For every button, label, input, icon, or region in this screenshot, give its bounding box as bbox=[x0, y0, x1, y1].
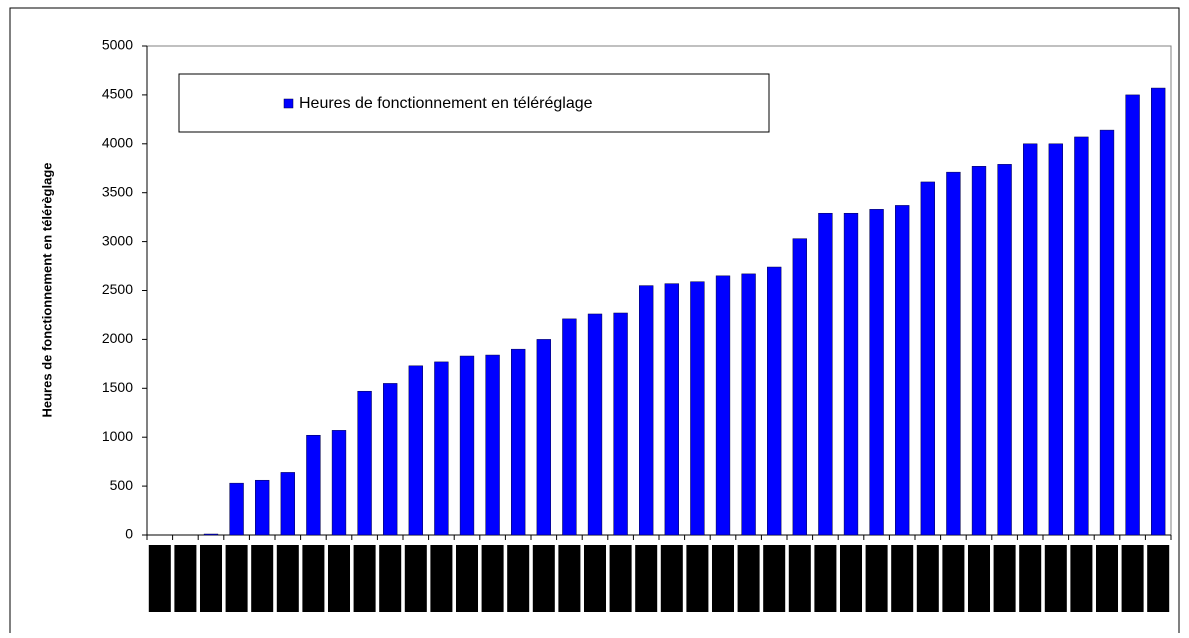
redacted-label bbox=[302, 545, 325, 612]
bar bbox=[767, 266, 782, 536]
bar bbox=[408, 365, 423, 536]
bar bbox=[1151, 87, 1166, 536]
redacted-label bbox=[430, 545, 453, 612]
bar bbox=[1048, 143, 1063, 536]
bar bbox=[843, 212, 859, 536]
bar bbox=[639, 285, 654, 536]
bar bbox=[306, 434, 321, 536]
bar bbox=[357, 390, 372, 536]
bar bbox=[895, 205, 910, 536]
bar bbox=[562, 318, 577, 536]
bar bbox=[434, 361, 449, 536]
y-tick-label: 3000 bbox=[102, 232, 133, 248]
bar bbox=[587, 313, 603, 536]
redacted-label bbox=[174, 545, 197, 612]
bar bbox=[203, 533, 219, 536]
redacted-label bbox=[532, 545, 555, 612]
redacted-label bbox=[276, 545, 299, 612]
legend-swatch bbox=[283, 98, 294, 109]
bar bbox=[1074, 136, 1089, 536]
y-tick-label: 4000 bbox=[102, 135, 133, 151]
bar bbox=[664, 283, 679, 536]
redacted-label bbox=[737, 545, 760, 612]
bar bbox=[1099, 129, 1115, 536]
bar bbox=[946, 171, 961, 536]
redacted-label bbox=[148, 545, 171, 612]
redacted-label bbox=[481, 545, 504, 612]
redacted-label bbox=[865, 545, 888, 612]
bar bbox=[715, 275, 731, 536]
bar bbox=[255, 479, 270, 536]
redacted-label bbox=[225, 545, 248, 612]
redacted-label bbox=[1019, 545, 1042, 612]
y-tick-label: 3500 bbox=[102, 183, 133, 199]
y-tick-label: 2000 bbox=[102, 330, 133, 346]
redacted-label bbox=[788, 545, 811, 612]
redacted-label bbox=[1147, 545, 1170, 612]
redacted-label bbox=[814, 545, 837, 612]
redacted-label bbox=[583, 545, 607, 612]
bar bbox=[971, 166, 987, 536]
redacted-label bbox=[916, 545, 939, 612]
redacted-label bbox=[353, 545, 376, 612]
redacted-label bbox=[199, 545, 223, 612]
redacted-label bbox=[455, 545, 479, 612]
y-tick-label: 2500 bbox=[102, 281, 133, 297]
redacted-label bbox=[839, 545, 863, 612]
legend-box bbox=[178, 73, 770, 133]
redacted-label bbox=[379, 545, 402, 612]
redacted-label bbox=[993, 545, 1016, 612]
redacted-label bbox=[1044, 545, 1067, 612]
bar bbox=[229, 482, 244, 536]
redacted-label bbox=[558, 545, 581, 612]
redacted-label bbox=[404, 545, 427, 612]
redacted-label bbox=[711, 545, 735, 612]
y-tick-label: 1500 bbox=[102, 379, 133, 395]
bar bbox=[1125, 94, 1140, 536]
bar bbox=[997, 164, 1012, 536]
bar bbox=[536, 339, 551, 536]
y-axis-label: Heures de fonctionnement en télérèglage bbox=[39, 162, 54, 417]
bar bbox=[741, 273, 756, 536]
bar bbox=[280, 472, 295, 536]
redacted-label bbox=[967, 545, 991, 612]
redacted-label bbox=[660, 545, 683, 612]
bar bbox=[459, 355, 475, 536]
redacted-label bbox=[251, 545, 274, 612]
redacted-label bbox=[763, 545, 786, 612]
y-tick-label: 0 bbox=[125, 526, 133, 542]
redacted-label bbox=[635, 545, 658, 612]
redacted-label bbox=[942, 545, 965, 612]
redacted-label bbox=[1095, 545, 1119, 612]
bar bbox=[485, 354, 500, 536]
y-tick-label: 4500 bbox=[102, 86, 133, 102]
bar bbox=[613, 312, 628, 536]
bar bbox=[869, 209, 884, 536]
bar bbox=[690, 281, 705, 536]
redacted-label bbox=[1121, 545, 1144, 612]
bar bbox=[1023, 143, 1038, 536]
redacted-label bbox=[327, 545, 351, 612]
y-tick-label: 500 bbox=[110, 477, 134, 493]
bar bbox=[920, 181, 935, 536]
bar bbox=[383, 383, 398, 536]
redacted-label bbox=[1070, 545, 1093, 612]
redacted-label bbox=[686, 545, 709, 612]
y-tick-label: 5000 bbox=[102, 37, 133, 53]
bar bbox=[331, 430, 347, 536]
bar bbox=[818, 212, 833, 536]
bar bbox=[511, 348, 526, 536]
redacted-label bbox=[891, 545, 914, 612]
redacted-label bbox=[507, 545, 530, 612]
y-tick-label: 1000 bbox=[102, 428, 133, 444]
bar bbox=[792, 238, 807, 536]
legend-label: Heures de fonctionnement en téléréglage bbox=[299, 95, 593, 112]
redacted-label bbox=[609, 545, 632, 612]
